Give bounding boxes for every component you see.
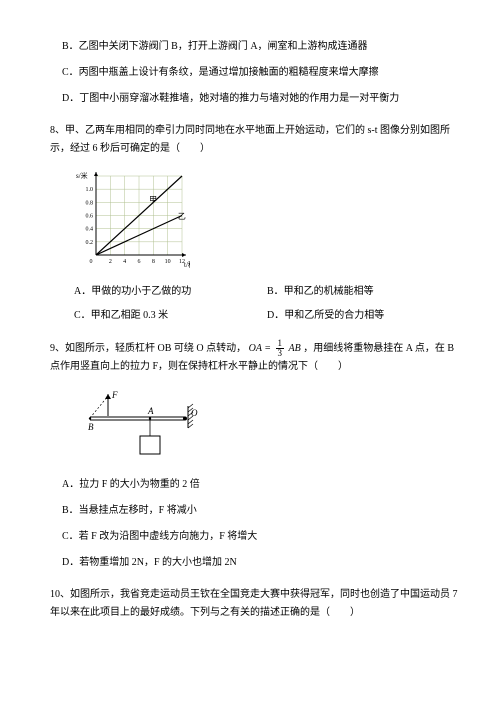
svg-text:0.6: 0.6: [86, 214, 94, 220]
svg-text:1.0: 1.0: [86, 187, 94, 193]
q9-eq-right: AB: [289, 343, 301, 354]
q8-stem: 8、甲、乙两车用相同的牵引力同时同地在水平地面上开始运动，它们的 s-t 图像分…: [50, 122, 460, 158]
svg-text:0.4: 0.4: [86, 227, 94, 233]
svg-text:s/米: s/米: [76, 171, 88, 180]
q10-stem: 10、如图所示，我省竞走运动员王钦在全国竞走大赛中获得冠军，同时也创造了中国运动…: [50, 586, 460, 622]
svg-text:0.8: 0.8: [86, 200, 94, 206]
q8-option-d: D．甲和乙所受的合力相等: [267, 307, 460, 325]
q8-option-b: B．甲和乙的机械能相等: [267, 283, 460, 301]
q9-stem: 9、如图所示，轻质杠杆 OB 可绕 O 点转动， OA = 1 3 AB ，用细…: [50, 339, 460, 376]
q9-stem-part1: 9、如图所示，轻质杠杆 OB 可绕 O 点转动，: [50, 343, 246, 354]
q8-chart: 246810120.20.40.60.81.0t/秒s/米0甲乙: [70, 168, 460, 273]
svg-text:2: 2: [109, 259, 112, 265]
q9-diagram: F B A O: [70, 386, 460, 466]
svg-text:0: 0: [90, 259, 93, 265]
svg-text:6: 6: [138, 259, 141, 265]
q7-option-b: B．乙图中关闭下游阀门 B，打开上游阀门 A，闸室和上游构成连通器: [50, 38, 460, 56]
q9-fraction-den: 3: [276, 349, 285, 358]
q9-option-c: C．若 F 改为沿图中虚线方向施力，F 将增大: [50, 528, 460, 546]
q7-option-c: C．丙图中瓶盖上设计有条纹，是通过增加接触面的粗糙程度来增大摩擦: [50, 64, 460, 82]
svg-text:B: B: [88, 422, 94, 432]
q9-eq-left: OA =: [249, 343, 271, 354]
svg-text:A: A: [147, 406, 154, 416]
q9-option-d: D．若物重增加 2N，F 的大小也增加 2N: [50, 554, 460, 572]
svg-text:8: 8: [152, 259, 155, 265]
q8-option-c: C．甲和乙相距 0.3 米: [74, 307, 267, 325]
svg-text:10: 10: [165, 259, 171, 265]
q9-fraction: 1 3: [276, 339, 285, 358]
svg-text:t/秒: t/秒: [184, 260, 190, 269]
q9-option-a: A．拉力 F 的大小为物重的 2 倍: [50, 476, 460, 494]
svg-text:F: F: [111, 390, 118, 400]
svg-text:甲: 甲: [149, 195, 157, 204]
q7-option-d: D．丁图中小丽穿溜冰鞋推墙，她对墙的推力与墙对她的作用力是一对平衡力: [50, 90, 460, 108]
q8-option-a: A．甲做的功小于乙做的功: [74, 283, 267, 301]
svg-text:O: O: [191, 408, 198, 418]
svg-text:乙: 乙: [178, 212, 186, 221]
q9-option-b: B．当悬挂点左移时，F 将减小: [50, 502, 460, 520]
svg-text:4: 4: [123, 259, 126, 265]
svg-text:0.2: 0.2: [86, 240, 94, 246]
